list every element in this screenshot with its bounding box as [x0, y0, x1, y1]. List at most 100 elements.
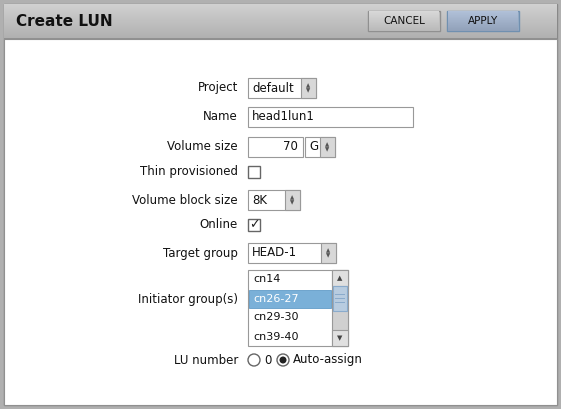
Bar	[4, 36, 557, 37]
Text: ▲: ▲	[306, 83, 311, 88]
Text: HEAD-1: HEAD-1	[252, 247, 297, 259]
Bar	[248, 137, 303, 157]
Bar	[4, 9, 557, 10]
Bar	[248, 243, 336, 263]
Bar	[4, 4, 557, 5]
Text: ▼: ▼	[337, 335, 343, 341]
Text: ▲: ▲	[291, 196, 295, 200]
Bar	[369, 29, 439, 30]
Bar	[369, 18, 439, 19]
Circle shape	[277, 354, 289, 366]
Bar	[4, 38, 557, 39]
Text: ▼: ▼	[306, 88, 311, 93]
Bar	[447, 11, 519, 31]
Bar	[448, 12, 518, 13]
Bar	[448, 20, 518, 21]
Text: Volume size: Volume size	[167, 141, 238, 153]
Bar	[448, 15, 518, 16]
Text: ▼: ▼	[291, 200, 295, 205]
Bar	[448, 28, 518, 29]
Bar	[4, 31, 557, 32]
Bar	[4, 10, 557, 11]
Text: 0: 0	[264, 353, 272, 366]
Bar	[4, 35, 557, 36]
Bar	[448, 25, 518, 26]
Bar	[4, 22, 557, 23]
Bar	[4, 39, 557, 405]
Bar	[448, 22, 518, 23]
Bar	[448, 23, 518, 24]
Bar	[321, 243, 336, 263]
Bar	[332, 270, 348, 286]
Bar	[320, 137, 335, 157]
Bar	[448, 27, 518, 28]
Bar	[4, 5, 557, 6]
Bar	[448, 29, 518, 30]
Bar	[4, 12, 557, 13]
Text: ▲: ▲	[327, 249, 330, 254]
Bar	[4, 16, 557, 17]
Bar	[4, 32, 557, 33]
Bar	[248, 190, 300, 210]
Bar	[369, 14, 439, 15]
Text: Target group: Target group	[163, 247, 238, 259]
Bar	[332, 330, 348, 346]
Bar	[249, 290, 331, 308]
Bar	[4, 20, 557, 21]
Bar	[4, 19, 557, 20]
Bar	[369, 23, 439, 24]
Text: cn14: cn14	[253, 274, 280, 285]
Text: 8K: 8K	[252, 193, 267, 207]
Text: cn26-27: cn26-27	[253, 294, 298, 303]
Text: 70: 70	[283, 141, 298, 153]
Bar	[4, 26, 557, 27]
Text: Initiator group(s): Initiator group(s)	[138, 294, 238, 306]
Circle shape	[279, 357, 287, 364]
Text: Volume block size: Volume block size	[132, 193, 238, 207]
Bar	[4, 6, 557, 7]
Bar	[4, 15, 557, 16]
Bar	[248, 166, 260, 178]
Bar	[285, 190, 300, 210]
Bar	[448, 17, 518, 18]
Bar	[369, 15, 439, 16]
Bar	[369, 24, 439, 25]
Bar	[448, 13, 518, 14]
Bar	[335, 302, 345, 303]
Bar	[448, 24, 518, 25]
Bar	[4, 34, 557, 35]
Bar	[4, 21, 557, 22]
Text: head1lun1: head1lun1	[252, 110, 315, 124]
Circle shape	[248, 354, 260, 366]
Text: G: G	[309, 141, 318, 153]
Bar	[4, 8, 557, 9]
Text: ▼: ▼	[327, 253, 330, 258]
Bar	[448, 19, 518, 20]
Bar	[448, 16, 518, 17]
Bar	[301, 78, 316, 98]
Bar	[448, 26, 518, 27]
Text: ▲: ▲	[325, 142, 330, 148]
Bar	[4, 37, 557, 38]
Bar	[369, 27, 439, 28]
Bar	[369, 21, 439, 22]
Bar	[4, 24, 557, 25]
Bar	[369, 30, 439, 31]
Bar	[4, 33, 557, 34]
Bar	[333, 286, 347, 311]
Bar	[335, 298, 345, 299]
Bar	[448, 21, 518, 22]
Text: default: default	[252, 81, 294, 94]
Bar	[4, 7, 557, 8]
Bar	[368, 11, 440, 31]
Text: ✓: ✓	[249, 218, 259, 231]
Text: Auto-assign: Auto-assign	[293, 353, 363, 366]
Bar	[369, 11, 439, 12]
Bar	[332, 270, 348, 346]
Bar	[248, 78, 316, 98]
Bar	[248, 107, 413, 127]
Bar	[335, 294, 345, 295]
Bar	[369, 16, 439, 17]
Bar	[448, 30, 518, 31]
Text: Create LUN: Create LUN	[16, 13, 113, 29]
